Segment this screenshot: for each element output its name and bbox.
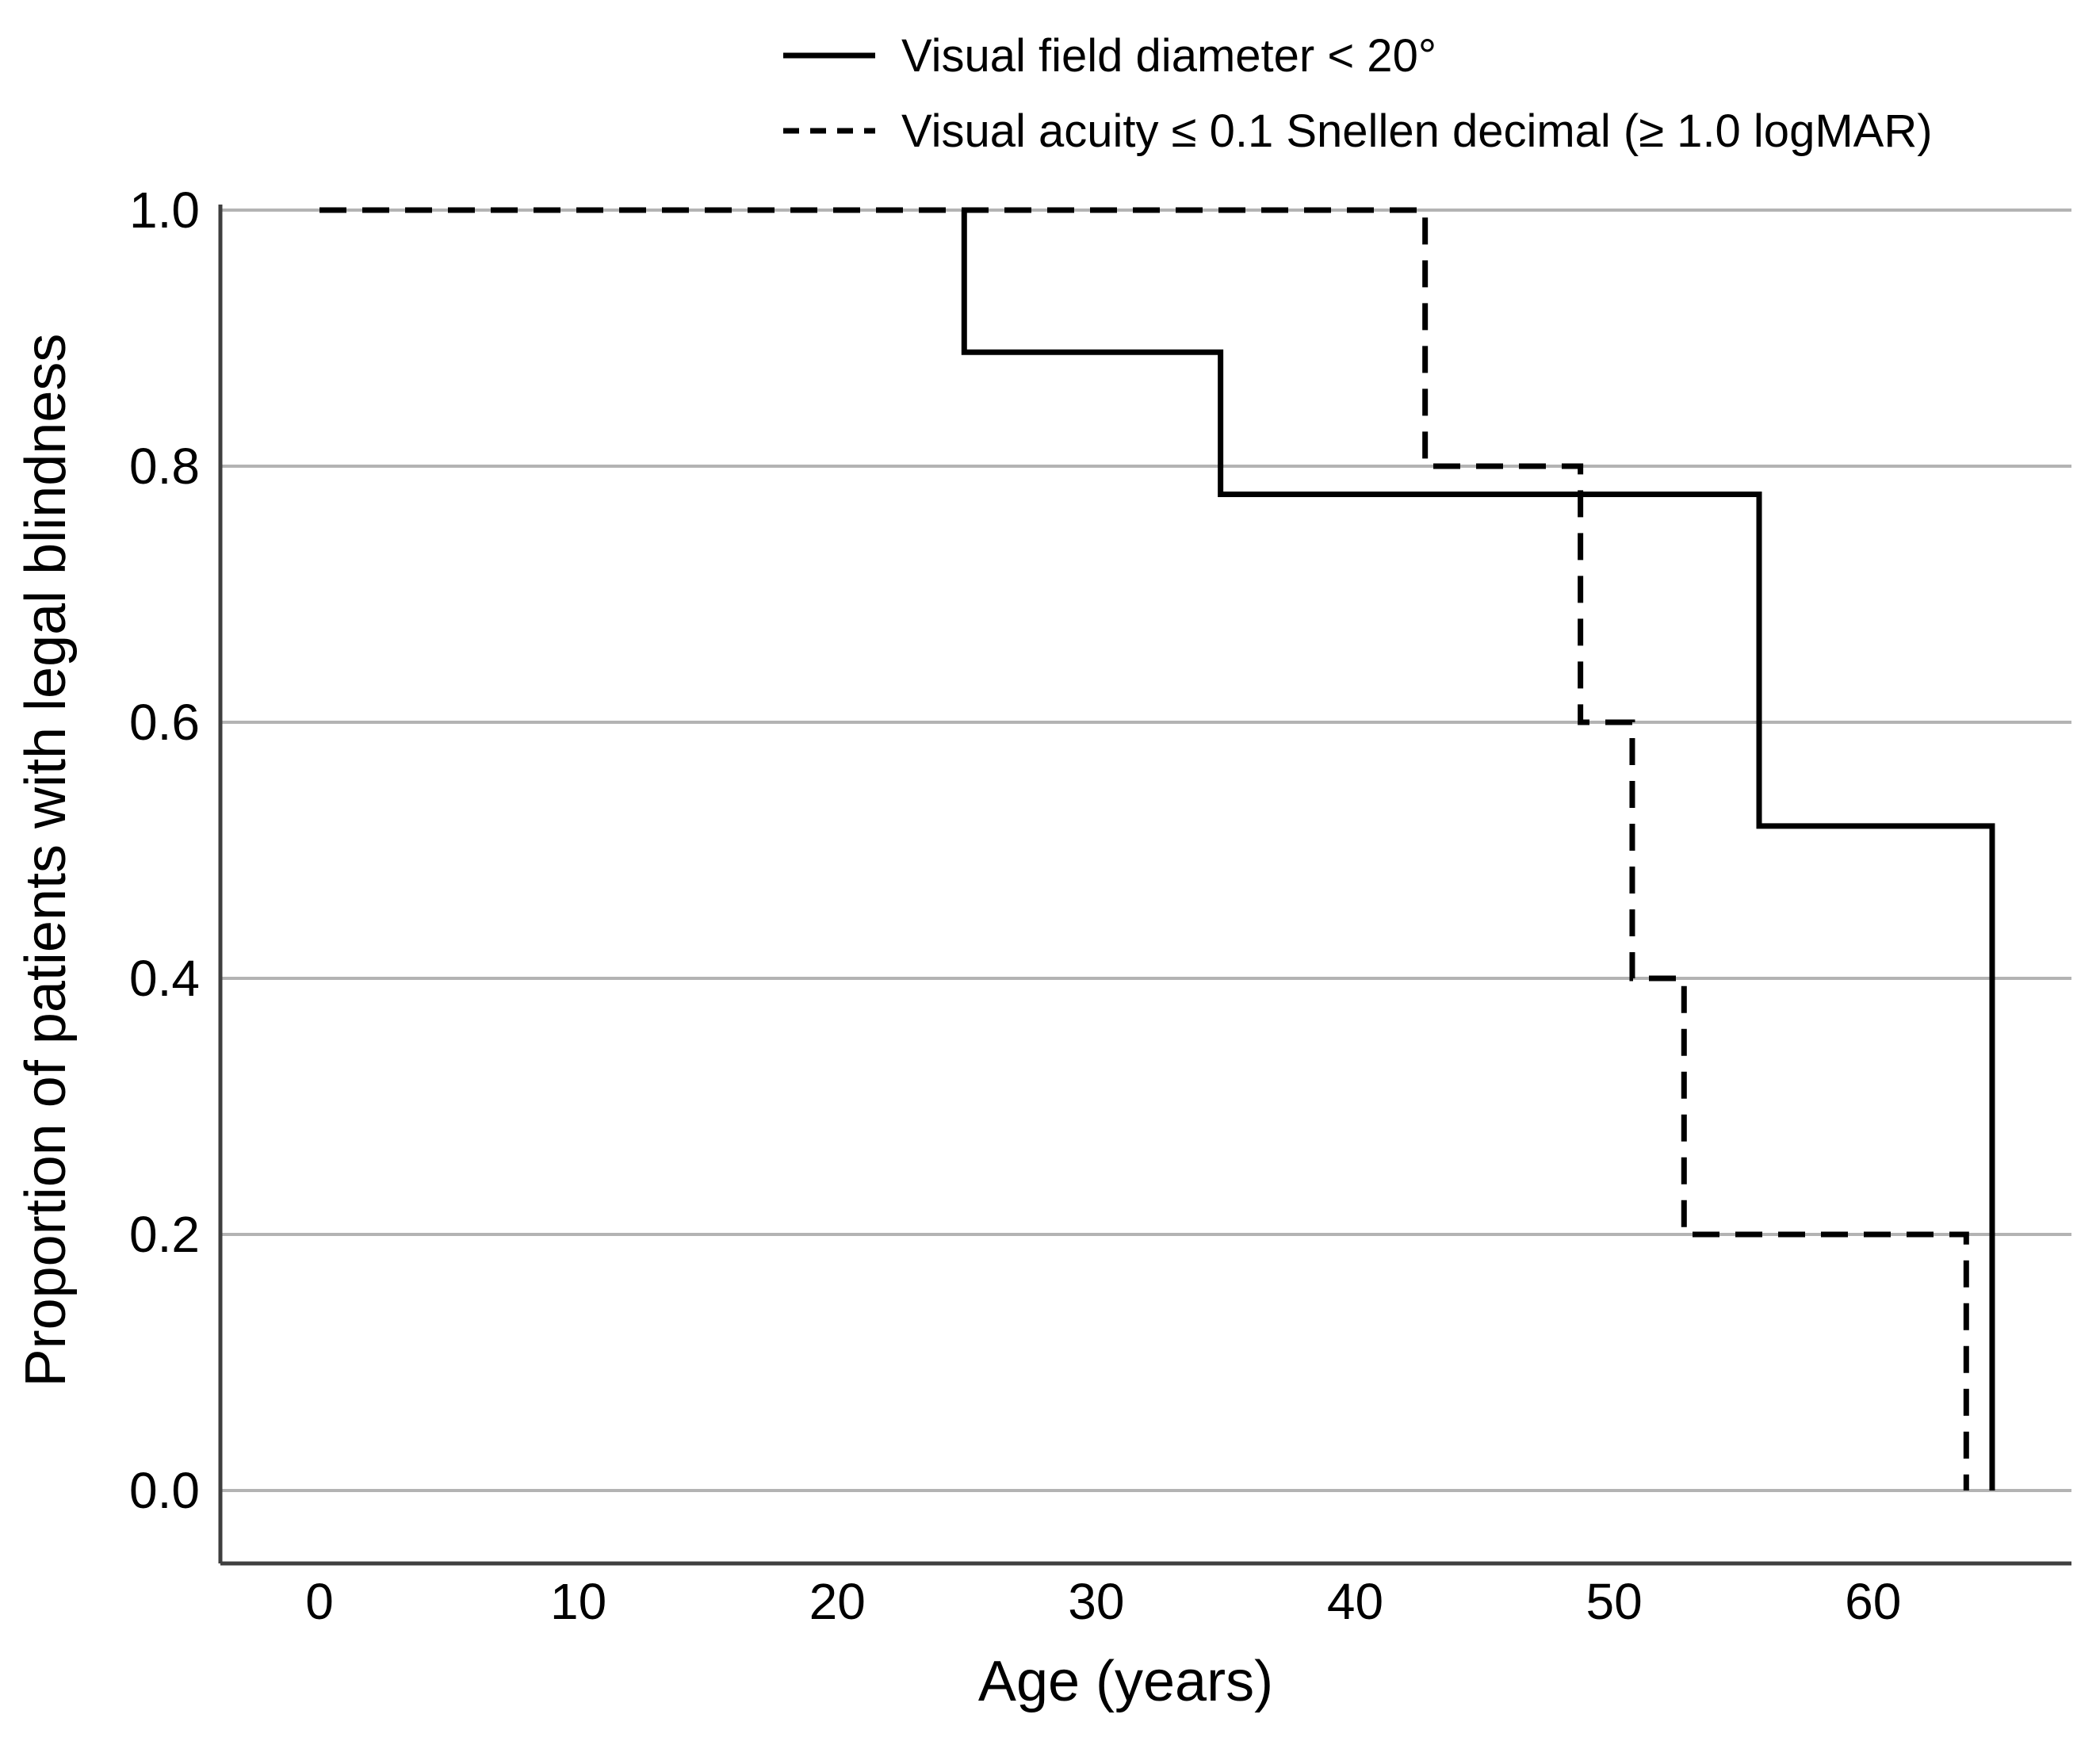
- curve-dashed: [319, 207, 1969, 1491]
- gridlines: [220, 209, 2071, 1492]
- x-tick-label-20: 20: [809, 1573, 866, 1630]
- y-tick-label-0.0: 0.0: [129, 1462, 200, 1519]
- y-tick-label-0.6: 0.6: [129, 694, 200, 751]
- x-axis-title: Age (years): [978, 1650, 1273, 1713]
- x-tick-label-50: 50: [1586, 1573, 1643, 1630]
- curve-solid: [961, 210, 1995, 1491]
- legend-label-visual-field: Visual field diameter < 20°: [901, 30, 1436, 82]
- x-tick-label-40: 40: [1327, 1573, 1383, 1630]
- y-tick-labels: 1.0 0.8 0.6 0.4 0.2 0.0: [129, 182, 200, 1519]
- x-tick-labels: 0 10 20 30 40 50 60: [305, 1573, 1901, 1630]
- y-axis-title: Proportion of patients with legal blindn…: [14, 334, 78, 1387]
- legend-label-visual-acuity: Visual acuity ≤ 0.1 Snellen decimal (≥ 1…: [901, 105, 1933, 157]
- y-tick-label-0.4: 0.4: [129, 950, 200, 1007]
- y-tick-label-0.8: 0.8: [129, 438, 200, 495]
- y-tick-label-1.0: 1.0: [129, 182, 200, 239]
- x-tick-label-10: 10: [550, 1573, 606, 1630]
- legend: Visual field diameter < 20° Visual acuit…: [783, 30, 1933, 157]
- y-tick-label-0.2: 0.2: [129, 1206, 200, 1263]
- survival-curves: [319, 207, 1995, 1491]
- x-tick-label-30: 30: [1068, 1573, 1124, 1630]
- axes: [218, 205, 2071, 1566]
- x-tick-label-0: 0: [305, 1573, 334, 1630]
- x-tick-label-60: 60: [1845, 1573, 1901, 1630]
